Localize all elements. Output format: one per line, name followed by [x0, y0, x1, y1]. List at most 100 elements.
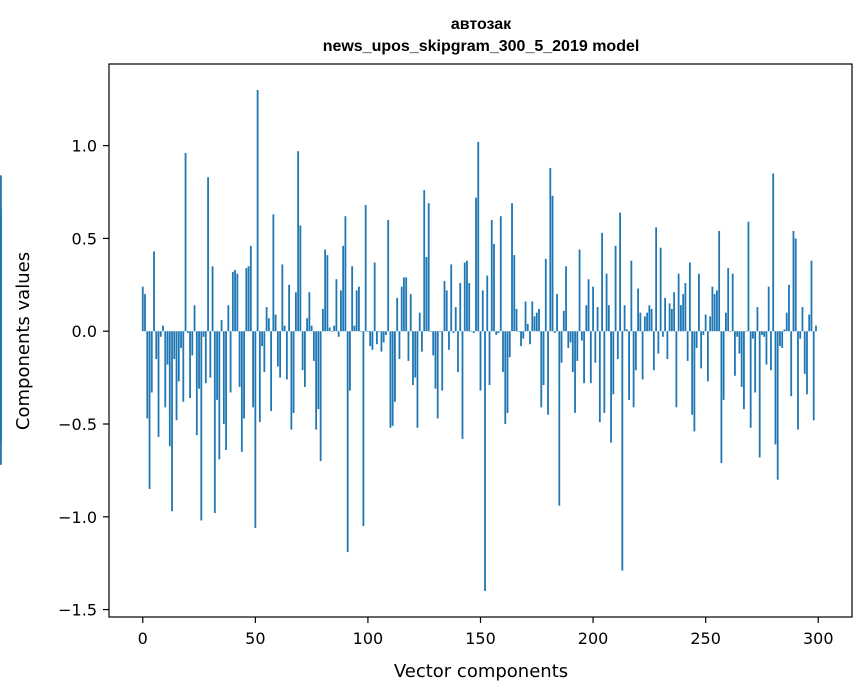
bar	[202, 331, 205, 337]
bar	[204, 331, 207, 384]
bar	[770, 331, 772, 371]
bar	[758, 331, 761, 458]
y-axis-ticks: −1.5 −1.0 −0.5 0.0 0.5 1.0	[58, 137, 109, 620]
bar	[270, 331, 273, 412]
bar	[416, 331, 419, 428]
bar	[652, 331, 655, 371]
bar	[195, 331, 198, 436]
bar	[247, 266, 250, 332]
bar	[788, 284, 790, 332]
bar	[150, 331, 153, 393]
bar	[227, 305, 230, 332]
bar	[423, 190, 426, 332]
bar	[612, 331, 615, 395]
bar	[779, 331, 781, 347]
bar	[355, 290, 358, 332]
bar	[412, 331, 414, 386]
bar	[272, 214, 275, 332]
y-tick-label: −1.0	[58, 508, 97, 527]
bar	[0, 331, 2, 382]
bar	[479, 331, 482, 391]
bar	[459, 282, 462, 332]
bar	[324, 249, 327, 332]
bar	[790, 331, 793, 397]
bar	[596, 307, 599, 332]
bar	[497, 331, 500, 334]
chart-title: автозак	[451, 16, 512, 33]
bar	[265, 307, 268, 332]
bar	[405, 277, 408, 332]
bar	[749, 331, 752, 428]
bar	[220, 320, 223, 332]
bar	[333, 325, 336, 332]
bar	[794, 238, 797, 332]
x-tick-label: 0	[138, 629, 148, 648]
bar	[394, 331, 396, 402]
bar	[731, 273, 734, 332]
bar	[484, 331, 486, 592]
bar	[607, 305, 610, 332]
bar	[335, 279, 338, 332]
bar	[175, 331, 178, 421]
bar	[799, 331, 802, 339]
bar	[524, 301, 527, 332]
bar	[193, 305, 196, 332]
bar	[353, 325, 356, 332]
bar	[144, 294, 146, 332]
bar	[562, 310, 565, 332]
bar	[610, 331, 612, 443]
bar	[544, 258, 547, 332]
bar	[362, 331, 365, 527]
bar	[664, 297, 667, 332]
bar	[461, 331, 464, 439]
bar	[436, 331, 439, 419]
bar	[382, 331, 385, 343]
bar	[540, 331, 543, 408]
bar	[351, 266, 354, 332]
bar	[166, 331, 169, 365]
bar	[475, 197, 477, 332]
bar	[186, 331, 189, 334]
bar	[583, 331, 585, 384]
bar	[493, 244, 495, 332]
x-tick-label: 300	[803, 629, 834, 648]
bar	[148, 331, 151, 489]
bar	[533, 316, 536, 332]
bar	[414, 331, 417, 378]
y-tick-label: 0.5	[72, 229, 97, 248]
bar	[468, 282, 471, 332]
bar	[549, 167, 552, 332]
bar	[171, 331, 173, 512]
bar	[301, 331, 304, 371]
bar	[670, 308, 673, 332]
bar	[734, 331, 736, 376]
bar	[452, 331, 455, 334]
x-tick-label: 100	[353, 629, 384, 648]
bar	[698, 273, 700, 332]
bar	[675, 331, 678, 408]
bar	[472, 331, 475, 334]
bar	[513, 255, 516, 332]
bar	[535, 312, 538, 332]
bar	[808, 314, 811, 332]
bar	[614, 245, 617, 332]
bar	[159, 331, 162, 337]
bar	[682, 294, 685, 332]
bar	[574, 331, 576, 413]
bar	[342, 245, 345, 332]
bar	[299, 225, 302, 332]
bar	[587, 279, 590, 332]
bar	[499, 216, 502, 332]
x-tick-label: 50	[245, 629, 265, 648]
bar	[693, 331, 696, 432]
bar	[630, 260, 633, 332]
bar	[576, 331, 579, 361]
bar	[634, 331, 637, 371]
bar	[425, 256, 428, 332]
bar	[677, 273, 680, 332]
bar	[511, 203, 513, 332]
bar	[376, 331, 378, 345]
bar	[639, 312, 642, 332]
bar	[369, 331, 372, 347]
